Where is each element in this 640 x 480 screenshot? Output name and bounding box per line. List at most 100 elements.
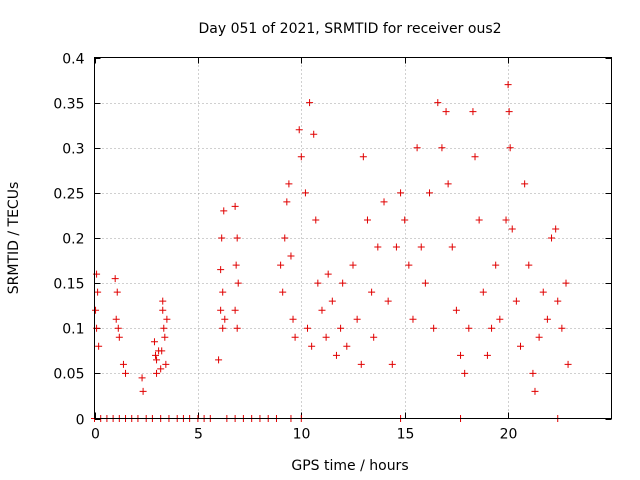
data-point	[234, 279, 242, 287]
data-point	[401, 216, 409, 224]
data-point	[521, 180, 529, 188]
data-point	[159, 297, 167, 305]
y-tick-label: 0.15	[53, 277, 84, 293]
data-point	[359, 153, 367, 161]
data-point	[328, 297, 336, 305]
data-point	[283, 198, 291, 206]
data-point	[231, 306, 239, 314]
data-point	[496, 315, 504, 323]
data-point	[363, 216, 371, 224]
data-point	[469, 108, 477, 116]
data-point	[295, 126, 303, 134]
data-point	[161, 333, 169, 341]
y-tick-label: 0.05	[53, 367, 84, 383]
data-point	[405, 261, 413, 269]
data-point	[215, 356, 223, 364]
data-point	[217, 306, 225, 314]
data-point	[384, 297, 392, 305]
data-point	[552, 225, 560, 233]
grid-lines	[94, 57, 612, 419]
data-point	[531, 387, 539, 395]
data-point	[479, 288, 487, 296]
data-point	[233, 324, 241, 332]
data-point	[397, 189, 405, 197]
data-point	[461, 369, 469, 377]
data-point	[138, 374, 146, 382]
y-tick-label: 0.1	[62, 322, 84, 338]
data-point	[535, 333, 543, 341]
data-point	[374, 243, 382, 251]
data-point	[539, 288, 547, 296]
data-point	[279, 288, 287, 296]
data-point	[163, 315, 171, 323]
x-tick-label: 10	[293, 427, 311, 443]
data-point	[505, 108, 513, 116]
data-point	[483, 351, 491, 359]
chart-title: Day 051 of 2021, SRMTID for receiver ous…	[198, 21, 501, 37]
x-tick-label: 5	[194, 427, 203, 443]
data-point	[113, 288, 121, 296]
data-point	[153, 356, 161, 364]
data-point	[349, 261, 357, 269]
data-point	[343, 342, 351, 350]
data-point	[442, 108, 450, 116]
data-point	[150, 338, 158, 346]
y-tick-label: 0.35	[53, 97, 84, 113]
data-point	[413, 144, 421, 152]
data-point	[310, 130, 318, 138]
data-point	[409, 315, 417, 323]
data-point	[301, 189, 309, 197]
data-point	[368, 288, 376, 296]
data-point	[388, 360, 396, 368]
data-point	[324, 270, 332, 278]
data-point	[392, 243, 400, 251]
data-point	[564, 360, 572, 368]
data-point	[287, 252, 295, 260]
data-point	[218, 234, 226, 242]
data-point	[158, 347, 166, 355]
data-point	[438, 144, 446, 152]
y-tick-label: 0.25	[53, 187, 84, 203]
data-points	[91, 81, 572, 422]
data-point	[115, 333, 123, 341]
data-point	[434, 99, 442, 107]
data-point	[517, 342, 525, 350]
data-point	[322, 333, 330, 341]
data-point	[337, 324, 345, 332]
data-point	[277, 261, 285, 269]
tick-labels: 0 5 10 15 20 0 0.05 0.1 0.15 0.2 0.25 0.3 0.35 0.4	[53, 52, 517, 443]
data-point	[297, 153, 305, 161]
data-point	[380, 198, 388, 206]
x-tick-label: 0	[91, 427, 100, 443]
y-tick-label: 0.2	[62, 232, 84, 248]
data-point	[548, 234, 556, 242]
data-point	[506, 144, 514, 152]
x-tick-label: 15	[397, 427, 415, 443]
data-point	[159, 306, 167, 314]
data-point	[314, 279, 322, 287]
data-point	[357, 360, 365, 368]
data-point	[217, 266, 225, 274]
data-point	[157, 365, 165, 373]
data-point	[111, 275, 119, 283]
data-point	[562, 279, 570, 287]
y-tick-label: 0	[76, 413, 85, 429]
data-point	[504, 81, 512, 89]
data-point	[162, 360, 170, 368]
data-point	[448, 243, 456, 251]
data-point	[558, 324, 566, 332]
data-point	[281, 234, 289, 242]
data-point	[122, 369, 130, 377]
data-point	[525, 261, 533, 269]
data-point	[219, 324, 227, 332]
data-point	[231, 202, 239, 210]
data-point	[219, 288, 227, 296]
data-point	[221, 315, 229, 323]
data-point	[318, 306, 326, 314]
data-point	[139, 387, 147, 395]
data-point	[312, 216, 320, 224]
data-point	[220, 207, 228, 215]
data-point	[95, 342, 103, 350]
data-point	[543, 315, 551, 323]
